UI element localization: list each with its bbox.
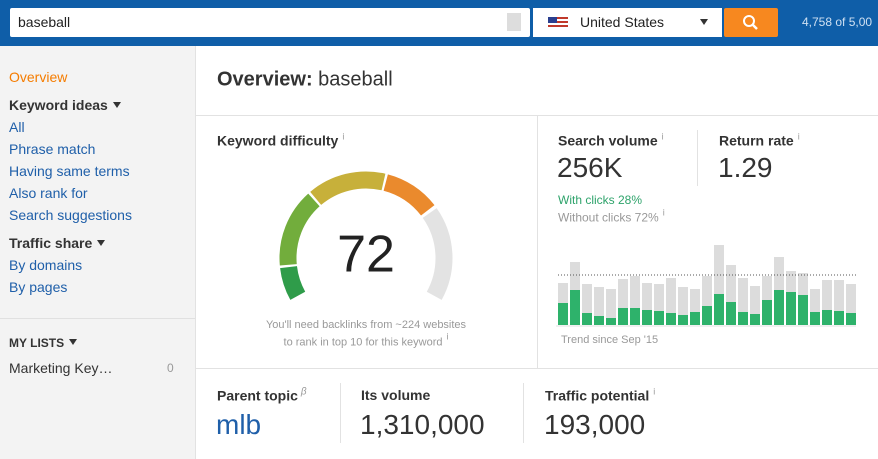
nav-item[interactable]: Having same terms bbox=[9, 163, 130, 179]
panel-title: Search volume bbox=[558, 132, 664, 149]
nav-item[interactable]: All bbox=[9, 119, 25, 135]
search-icon bbox=[743, 15, 758, 30]
sidebar bbox=[0, 46, 196, 459]
search-input[interactable] bbox=[10, 8, 530, 37]
nav-item[interactable]: By pages bbox=[9, 279, 68, 295]
nav-overview[interactable]: Overview bbox=[9, 69, 68, 85]
divider bbox=[523, 383, 524, 443]
title-label: Overview: bbox=[217, 68, 313, 91]
with-clicks: With clicks 28% bbox=[558, 193, 643, 207]
return-rate-value: 1.29 bbox=[718, 152, 773, 183]
country: United States bbox=[580, 14, 665, 30]
nav-item[interactable]: Phrase match bbox=[9, 141, 96, 157]
upload-icon[interactable] bbox=[507, 13, 521, 31]
list-count: 0 bbox=[167, 361, 174, 375]
dropdown-arrow bbox=[700, 19, 708, 25]
nav-item[interactable]: Search suggestions bbox=[9, 207, 132, 223]
metric-title: Parent topic bbox=[217, 387, 307, 404]
nav-section[interactable]: MY LISTS bbox=[9, 336, 77, 350]
metric-value: 193,000 bbox=[544, 409, 646, 440]
divider bbox=[697, 130, 698, 186]
metric-value: 1,310,000 bbox=[360, 409, 485, 440]
title-keyword: baseball bbox=[318, 68, 393, 91]
panel-title: Return rate bbox=[719, 132, 800, 149]
list-name[interactable]: Marketing Key… bbox=[9, 360, 113, 376]
flag bbox=[548, 17, 568, 29]
nav-section[interactable]: Keyword ideas bbox=[9, 97, 121, 113]
metric-title: Its volume bbox=[361, 387, 431, 403]
divider bbox=[537, 115, 538, 368]
divider bbox=[0, 318, 195, 319]
without-clicks: Without clicks 72% bbox=[558, 208, 665, 225]
nav-item[interactable]: By domains bbox=[9, 257, 83, 273]
search-button[interactable] bbox=[724, 8, 778, 37]
result-count: 4,758 of 5,00 bbox=[802, 15, 873, 29]
nav-section[interactable]: Traffic share bbox=[9, 235, 105, 251]
nav-item[interactable]: Also rank for bbox=[9, 185, 88, 201]
trend-caption: Trend since Sep '15 bbox=[561, 334, 659, 346]
search-query: baseball bbox=[18, 14, 71, 30]
page-title: Overview: baseball bbox=[217, 69, 393, 92]
difficulty-note: You'll need backlinks from ~224 websites bbox=[265, 319, 467, 331]
divider bbox=[340, 383, 341, 443]
volume-value: 256K bbox=[557, 152, 623, 183]
difficulty-note: to rank in top 10 for this keyword bbox=[284, 332, 449, 349]
panel-title: Keyword difficulty bbox=[217, 132, 344, 149]
parent-topic[interactable]: mlb bbox=[216, 409, 262, 440]
metric-title: Traffic potential bbox=[545, 387, 655, 404]
